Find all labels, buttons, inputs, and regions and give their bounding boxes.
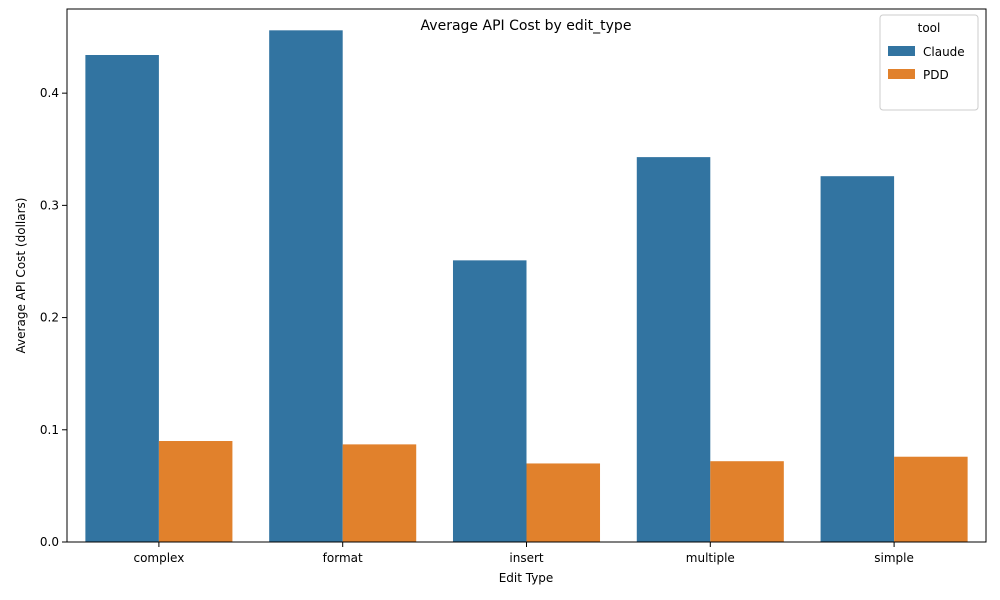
- x-tick-label: format: [323, 551, 363, 565]
- legend-label-pdd: PDD: [923, 68, 949, 82]
- bar-claude-format: [269, 30, 343, 542]
- bar-pdd-simple: [894, 456, 968, 542]
- legend-box: [879, 14, 979, 111]
- y-tick-label: 0.1: [40, 423, 59, 437]
- y-axis: 0.0 0.1 0.2 0.3 0.4: [40, 86, 67, 549]
- bar-claude-simple: [820, 176, 895, 543]
- chart-title: Average API Cost by edit_type: [421, 18, 632, 34]
- y-tick-label: 0.4: [40, 86, 59, 100]
- legend: tool Claude PDD: [879, 14, 979, 111]
- legend-swatch-claude: [888, 46, 915, 56]
- bars-group: [85, 30, 968, 543]
- legend-title: tool: [918, 21, 941, 35]
- y-axis-label: Average API Cost (dollars): [14, 198, 28, 354]
- x-tick-label: simple: [874, 551, 914, 565]
- y-tick-label: 0.2: [40, 311, 59, 325]
- bar-pdd-insert: [526, 463, 601, 542]
- legend-swatch-pdd: [888, 69, 915, 79]
- bar-pdd-multiple: [710, 461, 784, 542]
- bar-claude-insert: [452, 260, 527, 542]
- bar-pdd-complex: [158, 441, 233, 542]
- legend-label-claude: Claude: [923, 45, 965, 59]
- y-tick-label: 0.3: [40, 198, 59, 212]
- bar-pdd-format: [342, 444, 417, 542]
- x-tick-label: multiple: [686, 551, 735, 565]
- bar-claude-multiple: [636, 157, 711, 542]
- y-tick-label: 0.0: [40, 535, 59, 549]
- x-tick-label: complex: [133, 551, 184, 565]
- x-tick-label: insert: [509, 551, 544, 565]
- x-axis-label: Edit Type: [499, 571, 554, 585]
- x-axis: complex format insert multiple simple: [133, 542, 914, 565]
- bar-claude-complex: [85, 55, 159, 542]
